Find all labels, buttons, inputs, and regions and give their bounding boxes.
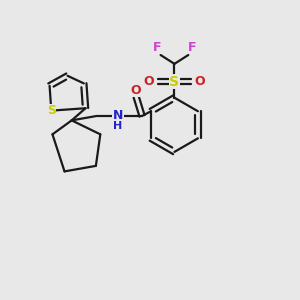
Text: O: O <box>130 84 141 97</box>
Text: N: N <box>113 110 123 122</box>
Text: F: F <box>152 41 161 54</box>
Text: O: O <box>130 84 141 97</box>
Text: O: O <box>195 75 206 88</box>
Text: F: F <box>188 41 197 54</box>
Text: S: S <box>47 104 56 117</box>
Text: F: F <box>188 41 197 54</box>
Text: S: S <box>169 74 179 88</box>
Text: O: O <box>143 75 154 88</box>
Text: H: H <box>113 121 122 131</box>
Text: S: S <box>169 74 179 88</box>
Text: O: O <box>195 75 206 88</box>
Text: F: F <box>152 41 161 54</box>
Text: H: H <box>113 121 122 131</box>
Text: N: N <box>113 110 123 122</box>
Text: S: S <box>47 104 56 117</box>
Text: O: O <box>143 75 154 88</box>
